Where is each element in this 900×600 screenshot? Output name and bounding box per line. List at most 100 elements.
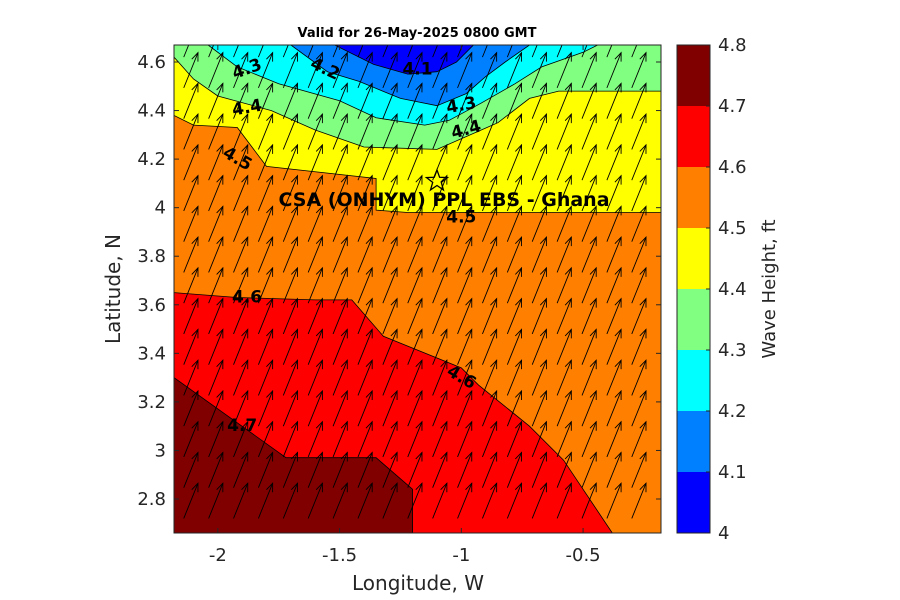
arrow-shaft xyxy=(407,52,423,89)
arrow-shaft xyxy=(233,45,239,58)
wind-arrow xyxy=(307,205,323,242)
wind-arrow xyxy=(332,420,348,458)
arrow-head xyxy=(241,174,249,185)
arrow-head xyxy=(490,297,498,308)
wind-arrow xyxy=(382,51,398,89)
arrow-shaft xyxy=(506,175,522,212)
arrow-shaft xyxy=(556,267,572,304)
arrow-shaft xyxy=(556,452,572,488)
wind-arrow xyxy=(482,266,498,304)
arrow-shaft xyxy=(183,237,199,273)
arrow-head xyxy=(564,359,572,370)
arrow-head xyxy=(290,113,298,124)
arrow-shaft xyxy=(233,113,249,150)
arrow-head xyxy=(465,359,473,370)
arrow-head xyxy=(589,205,597,216)
arrow-shaft xyxy=(382,421,398,458)
arrow-head xyxy=(290,451,298,462)
wind-arrow xyxy=(432,113,448,150)
arrow-head xyxy=(589,482,597,493)
arrow-shaft xyxy=(606,329,622,365)
arrow-head xyxy=(440,359,448,370)
colorbar-tick-label: 4.6 xyxy=(718,157,747,178)
arrow-head xyxy=(415,359,423,370)
arrow-head xyxy=(490,113,498,124)
arrow-head xyxy=(639,389,647,400)
arrow-shaft xyxy=(506,483,522,519)
arrow-head xyxy=(241,359,249,370)
y-tick-label: 3.2 xyxy=(137,392,166,413)
arrow-head xyxy=(440,266,448,277)
arrow-head xyxy=(340,389,348,400)
arrow-head xyxy=(415,236,423,247)
arrow-head xyxy=(216,389,224,400)
wind-arrow xyxy=(282,266,298,304)
wind-arrow xyxy=(357,82,373,119)
arrow-shaft xyxy=(382,45,389,58)
wind-arrow xyxy=(307,113,323,150)
wind-arrow xyxy=(556,51,572,89)
wind-arrow xyxy=(357,482,373,519)
arrow-shaft xyxy=(332,360,348,396)
wind-arrow xyxy=(631,51,647,89)
y-axis-label: Latitude, N xyxy=(101,234,125,344)
arrow-head xyxy=(465,113,473,124)
arrow-head xyxy=(614,143,622,154)
arrow-head xyxy=(340,205,348,216)
arrow-shaft xyxy=(382,83,398,119)
arrow-shaft xyxy=(631,83,647,119)
arrow-shaft xyxy=(357,421,373,458)
y-axis-ticks: 2.8 3 3.2 3.4 3.6 3.8 4 4.2 4.4 4.6 xyxy=(137,52,661,510)
colorbar-swatch xyxy=(677,167,710,228)
arrow-head xyxy=(564,451,572,462)
arrow-shaft xyxy=(432,175,448,212)
wind-arrow xyxy=(482,143,498,181)
wind-arrow xyxy=(257,297,274,335)
arrow-shaft xyxy=(432,83,448,119)
arrow-head xyxy=(216,420,224,431)
arrow-shaft xyxy=(506,113,522,150)
wind-arrow xyxy=(457,482,473,519)
wind-arrow xyxy=(581,328,597,365)
arrow-head xyxy=(465,389,473,400)
arrow-shaft xyxy=(407,206,423,242)
arrow-head xyxy=(390,389,398,400)
wind-arrow xyxy=(606,297,622,335)
arrow-head xyxy=(465,51,473,62)
arrow-head xyxy=(340,328,348,339)
arrow-head xyxy=(515,420,523,431)
wind-arrow xyxy=(631,113,647,150)
arrow-head xyxy=(290,297,298,308)
arrow-head xyxy=(191,205,199,216)
arrow-shaft xyxy=(307,390,323,427)
arrow-head xyxy=(639,482,647,493)
arrow-head xyxy=(340,82,348,93)
arrow-shaft xyxy=(357,45,364,58)
arrow-shaft xyxy=(407,298,423,335)
arrow-shaft xyxy=(482,237,498,273)
wind-arrow xyxy=(556,82,572,119)
wind-arrow xyxy=(183,359,199,396)
arrow-shaft xyxy=(482,298,498,335)
wind-arrow xyxy=(208,266,224,304)
arrow-head xyxy=(365,143,373,154)
wind-arrow xyxy=(457,82,473,119)
arrow-head xyxy=(440,451,448,462)
arrow-shaft xyxy=(606,298,622,335)
arrow-head xyxy=(539,82,547,93)
arrow-shaft xyxy=(631,360,647,396)
wind-arrow xyxy=(357,236,373,273)
plot-area: 4.3 4.2 4.14.4 4.34.44.54.54.64.64.7 CSA (O… xyxy=(137,44,662,566)
arrow-head xyxy=(490,174,498,185)
wind-arrow xyxy=(208,389,224,427)
arrow-head xyxy=(415,297,423,308)
arrow-head xyxy=(614,359,622,370)
wind-arrow xyxy=(581,389,597,427)
arrow-shaft xyxy=(282,52,298,89)
arrow-shaft xyxy=(606,421,622,458)
wind-arrow xyxy=(407,205,423,242)
arrow-shaft xyxy=(531,45,538,58)
colorbar: 4 4.1 4.2 4.3 4.4 4.5 4.6 4.7 4.8 xyxy=(676,35,747,544)
arrow-head xyxy=(290,143,298,154)
contour-label: 4.7 xyxy=(227,416,257,436)
